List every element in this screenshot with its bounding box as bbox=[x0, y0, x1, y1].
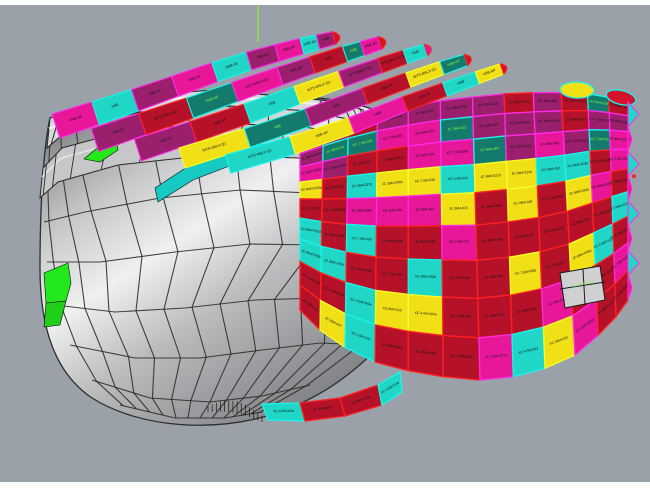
svg-text:XC-4.5M-008a: XC-4.5M-008a bbox=[323, 208, 345, 212]
svg-text:XC-9M4-008b: XC-9M4-008b bbox=[415, 274, 436, 279]
svg-text:XC-4.5M-018a: XC-4.5M-018a bbox=[273, 409, 294, 414]
svg-text:XC-7.5M-030: XC-7.5M-030 bbox=[450, 314, 470, 319]
svg-text:XC-3M4-001b: XC-3M4-001b bbox=[508, 100, 529, 105]
svg-text:XC-9M4-019b: XC-9M4-019b bbox=[538, 119, 559, 124]
svg-text:XC-7.5M-014b: XC-7.5M-014b bbox=[608, 157, 630, 162]
svg-text:XC-7.5M-013: XC-7.5M-013 bbox=[590, 137, 610, 141]
svg-text:XC-7.5M-017: XC-7.5M-017 bbox=[301, 206, 321, 210]
svg-text:JC-3M4-015: JC-3M4-015 bbox=[449, 206, 468, 211]
svg-text:JC-9M4-028b: JC-9M4-028b bbox=[351, 208, 372, 213]
svg-text:XC-9M4-002: XC-9M4-002 bbox=[538, 99, 557, 103]
svg-text:JC-3M4-018a: JC-3M4-018a bbox=[382, 239, 403, 243]
svg-text:JC-9M4-024b: JC-9M4-024b bbox=[415, 240, 436, 244]
svg-text:XC-7.5M-012: XC-7.5M-012 bbox=[449, 240, 469, 244]
svg-text:JC-9M4-009a: JC-9M4-009a bbox=[565, 118, 586, 122]
svg-text:JC-3M4-025b: JC-3M4-025b bbox=[450, 276, 471, 280]
